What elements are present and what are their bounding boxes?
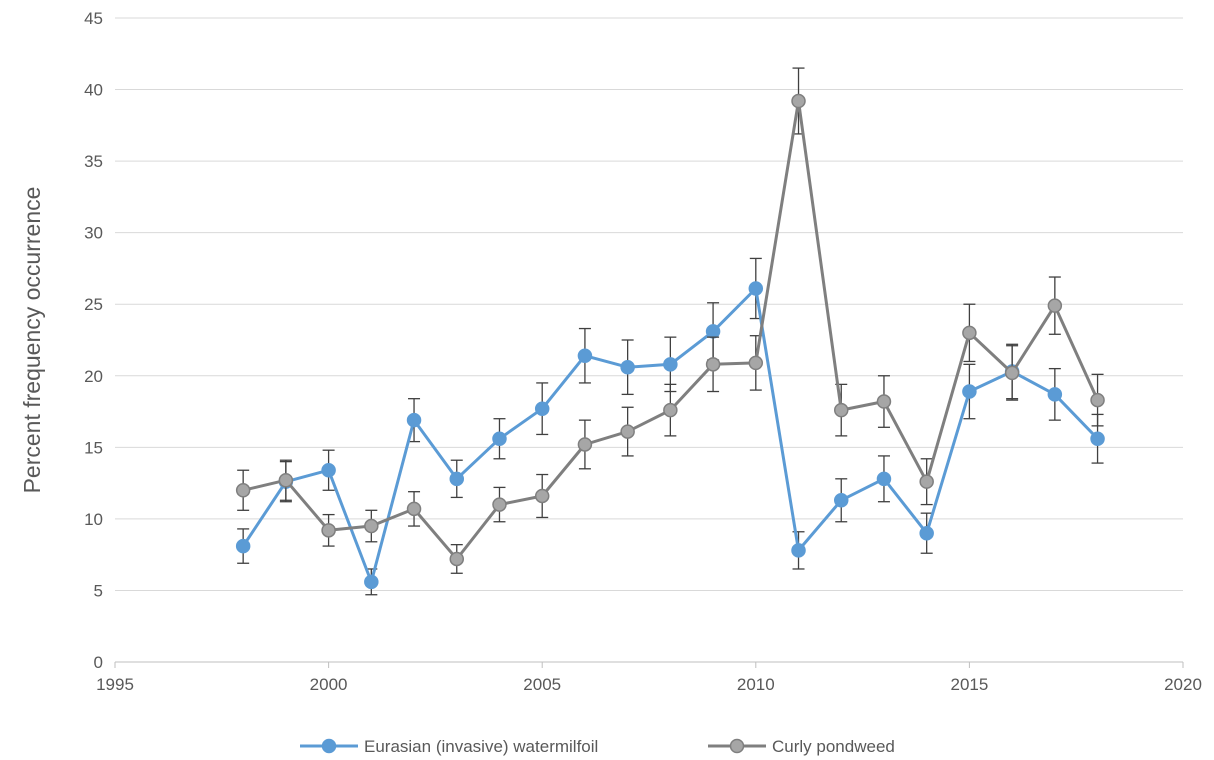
data-point: [620, 424, 635, 439]
data-point: [1047, 387, 1063, 402]
x-tick-label: 1995: [96, 675, 134, 694]
y-tick-label: 5: [94, 581, 103, 600]
data-point: [321, 462, 336, 478]
x-tick-label: 2020: [1164, 675, 1202, 694]
data-point: [406, 501, 422, 517]
data-point: [791, 93, 806, 109]
data-point: [705, 324, 721, 339]
data-point: [534, 401, 550, 416]
y-axis-ticks: 0 5 10 15 20 25 30 35 40 45: [84, 9, 103, 672]
data-point: [919, 474, 934, 489]
data-point: [876, 471, 892, 487]
x-axis: [114, 661, 1184, 668]
y-axis-label: Percent frequency occurrence: [19, 187, 45, 494]
data-point: [577, 437, 593, 452]
data-point: [748, 281, 764, 296]
data-point: [364, 518, 379, 534]
data-point: [833, 402, 849, 418]
data-point: [577, 348, 593, 363]
data-point: [534, 488, 550, 504]
data-point: [492, 431, 507, 446]
data-point: [791, 543, 806, 558]
data-point: [364, 574, 379, 590]
series-layer: [235, 67, 1105, 596]
data-point: [1090, 431, 1105, 446]
data-point: [449, 471, 465, 487]
x-tick-label: 2005: [523, 675, 561, 694]
data-point: [663, 402, 678, 418]
series-1: [235, 67, 1105, 574]
x-tick-label: 2010: [737, 675, 775, 694]
data-point: [663, 357, 678, 372]
y-tick-label: 45: [84, 9, 103, 28]
y-tick-label: 30: [84, 224, 103, 243]
y-tick-label: 25: [84, 295, 103, 314]
y-tick-label: 35: [84, 152, 103, 171]
markers: [235, 93, 1105, 567]
x-tick-label: 2015: [950, 675, 988, 694]
data-point: [919, 525, 934, 541]
legend: Eurasian (invasive) watermilfoil Curly po…: [300, 737, 895, 756]
data-point: [1090, 392, 1105, 408]
data-point: [1004, 365, 1020, 381]
legend-marker: [321, 738, 337, 754]
legend-marker: [729, 738, 745, 754]
data-point: [278, 472, 294, 488]
y-tick-label: 10: [84, 510, 103, 529]
data-point: [321, 523, 336, 538]
y-tick-label: 40: [84, 81, 103, 100]
data-point: [705, 357, 721, 372]
data-point: [833, 493, 849, 508]
y-tick-label: 20: [84, 367, 103, 386]
data-point: [406, 412, 422, 428]
data-point: [620, 359, 635, 375]
y-tick-label: 15: [84, 438, 103, 457]
x-tick-label: 2000: [310, 675, 348, 694]
data-point: [748, 355, 764, 371]
legend-label: Curly pondweed: [772, 737, 895, 756]
data-point: [235, 538, 251, 554]
data-point: [1047, 298, 1063, 313]
data-point: [962, 384, 977, 399]
legend-label: Eurasian (invasive) watermilfoil: [364, 737, 598, 756]
data-point: [235, 483, 251, 498]
x-axis-ticks: 1995 2000 2005 2010 2015 2020: [96, 675, 1202, 694]
data-point: [492, 497, 507, 512]
data-point: [962, 325, 977, 341]
data-point: [449, 551, 465, 567]
data-point: [876, 394, 892, 409]
y-tick-label: 0: [94, 653, 103, 672]
error-bars: [237, 67, 1104, 574]
grid-lines: [115, 17, 1183, 591]
